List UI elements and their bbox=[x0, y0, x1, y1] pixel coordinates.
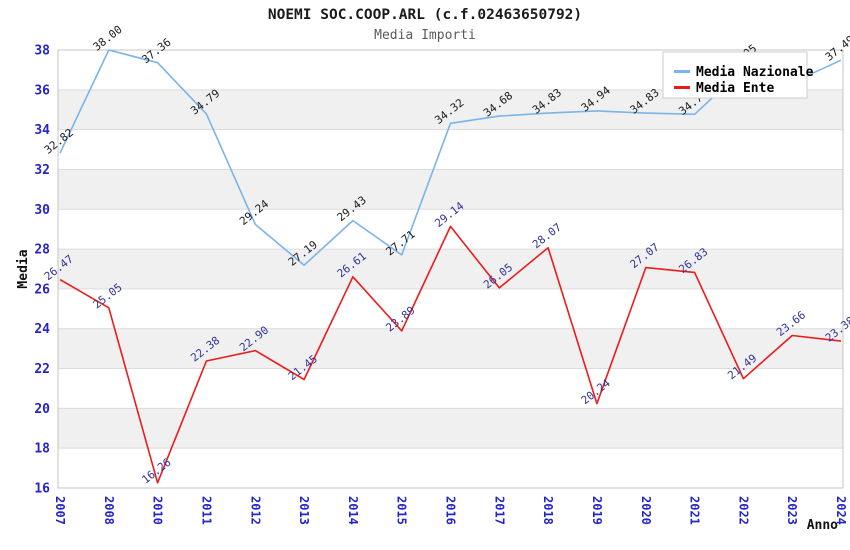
y-tick-label: 24 bbox=[34, 322, 50, 337]
y-tick-label: 34 bbox=[34, 123, 50, 138]
grid-band bbox=[58, 169, 843, 210]
x-tick-label: 2021 bbox=[688, 496, 702, 525]
grid-band bbox=[58, 249, 843, 289]
plot-border bbox=[57, 49, 844, 489]
y-axis-title: Media bbox=[16, 249, 31, 288]
x-tick-label: 2024 bbox=[834, 496, 848, 525]
y-tick-label: 38 bbox=[34, 44, 50, 59]
x-tick-label: 2008 bbox=[102, 496, 116, 525]
chart-subtitle: Media Importi bbox=[374, 28, 476, 43]
x-tick-label: 2020 bbox=[639, 496, 653, 525]
y-tick-label: 16 bbox=[34, 482, 50, 497]
x-tick-label: 2016 bbox=[444, 496, 458, 525]
x-tick-label: 2007 bbox=[53, 496, 67, 525]
y-tick-label: 32 bbox=[34, 163, 50, 178]
x-tick-label: 2018 bbox=[541, 496, 555, 525]
x-tick-label: 2011 bbox=[199, 496, 213, 525]
legend-box bbox=[662, 51, 808, 99]
x-tick-label: 2013 bbox=[297, 496, 311, 525]
y-tick-label: 22 bbox=[34, 362, 50, 377]
x-tick-label: 2017 bbox=[492, 496, 506, 525]
y-tick-label: 20 bbox=[34, 402, 50, 417]
x-tick-label: 2010 bbox=[151, 496, 165, 525]
chart-title: NOEMI SOC.COOP.ARL (c.f.02463650792) bbox=[268, 7, 582, 23]
x-tick-label: 2023 bbox=[785, 496, 799, 525]
y-tick-label: 28 bbox=[34, 243, 50, 258]
x-tick-label: 2014 bbox=[346, 496, 360, 525]
series-line-media-nazionale bbox=[59, 49, 842, 267]
y-tick-label: 26 bbox=[34, 282, 50, 297]
legend-item-media-ente: Media Ente bbox=[696, 81, 774, 96]
series-line-media-ente bbox=[59, 225, 842, 484]
x-tick-label: 2015 bbox=[395, 496, 409, 525]
y-tick-label: 30 bbox=[34, 203, 50, 218]
grid-band bbox=[58, 408, 843, 449]
x-tick-label: 2012 bbox=[248, 496, 262, 525]
legend-item-media-nazionale: Media Nazionale bbox=[696, 65, 814, 80]
grid-band bbox=[58, 328, 843, 369]
x-axis-title: Anno bbox=[807, 518, 838, 533]
y-tick-label: 36 bbox=[34, 83, 50, 98]
x-tick-label: 2019 bbox=[590, 496, 604, 525]
x-tick-label: 2022 bbox=[736, 496, 750, 525]
y-tick-label: 18 bbox=[34, 442, 50, 457]
